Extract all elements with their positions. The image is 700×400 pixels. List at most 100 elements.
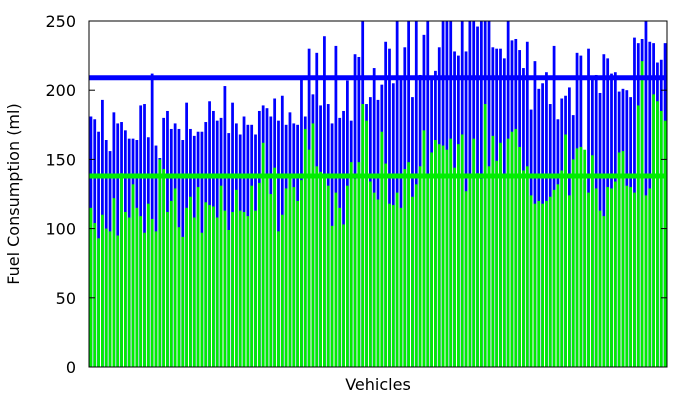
green-bar-64 bbox=[330, 225, 334, 367]
green-bar-22 bbox=[169, 200, 173, 367]
green-bar-56 bbox=[300, 180, 303, 367]
green-bar-150 bbox=[659, 110, 663, 368]
green-bar-13 bbox=[135, 207, 139, 367]
green-bar-10 bbox=[123, 211, 127, 367]
green-bar-26 bbox=[185, 207, 188, 367]
green-bar-39 bbox=[234, 189, 238, 367]
green-bar-60 bbox=[315, 166, 319, 367]
green-bar-27 bbox=[189, 196, 192, 367]
green-bar-108 bbox=[499, 142, 502, 367]
green-bar-15 bbox=[143, 232, 146, 367]
green-bar-52 bbox=[284, 188, 288, 367]
green-bar-146 bbox=[644, 195, 648, 367]
green-bar-103 bbox=[479, 178, 483, 367]
green-bar-1 bbox=[89, 207, 93, 367]
green-bar-62 bbox=[323, 176, 326, 367]
green-bar-137 bbox=[610, 188, 613, 367]
green-bar-55 bbox=[296, 200, 299, 367]
green-bar-11 bbox=[127, 217, 131, 367]
green-bar-121 bbox=[548, 196, 552, 367]
plot-frame bbox=[88, 20, 668, 368]
green-bar-112 bbox=[514, 128, 518, 367]
green-bar-117 bbox=[533, 203, 537, 367]
green-bar-30 bbox=[200, 232, 204, 367]
green-bar-88 bbox=[422, 130, 426, 367]
green-bar-9 bbox=[120, 173, 123, 367]
green-bar-106 bbox=[491, 135, 495, 367]
y-tick-label: 50 bbox=[56, 289, 76, 308]
green-bar-74 bbox=[368, 181, 372, 367]
green-bar-116 bbox=[529, 195, 533, 367]
green-bar-102 bbox=[476, 173, 479, 367]
green-bar-20 bbox=[162, 169, 166, 367]
y-tick-label: 0 bbox=[66, 358, 76, 377]
y-tick-label: 200 bbox=[45, 81, 76, 100]
green-bar-93 bbox=[441, 145, 445, 367]
mean-lines bbox=[89, 75, 667, 179]
green-bar-28 bbox=[192, 217, 196, 367]
green-bar-51 bbox=[280, 214, 284, 367]
green-bar-75 bbox=[372, 192, 376, 367]
green-bar-50 bbox=[277, 231, 280, 367]
green-bar-67 bbox=[342, 224, 345, 367]
green-bar-128 bbox=[575, 148, 579, 367]
green-bar-115 bbox=[525, 166, 529, 367]
green-bar-85 bbox=[411, 196, 414, 367]
green-bar-76 bbox=[376, 199, 380, 367]
green-bar-127 bbox=[571, 159, 575, 367]
green-bar-119 bbox=[541, 203, 544, 367]
blue-bar-146 bbox=[644, 21, 648, 367]
green-bar-72 bbox=[361, 104, 365, 367]
green-bar-14 bbox=[139, 216, 143, 367]
y-tick-label: 150 bbox=[45, 150, 76, 169]
green-bar-132 bbox=[590, 155, 594, 367]
green-bar-95 bbox=[449, 138, 453, 367]
green-bar-89 bbox=[426, 176, 430, 367]
green-bar-29 bbox=[196, 187, 200, 367]
green-bar-142 bbox=[629, 187, 633, 367]
green-bar-148 bbox=[652, 94, 655, 367]
green-bar-21 bbox=[166, 211, 169, 367]
green-bar-17 bbox=[150, 218, 154, 367]
green-bar-19 bbox=[158, 159, 162, 367]
green-bar-101 bbox=[472, 138, 476, 367]
green-bar-122 bbox=[552, 189, 556, 367]
green-bar-38 bbox=[231, 211, 234, 367]
green-bar-92 bbox=[437, 144, 441, 367]
green-bar-3 bbox=[97, 238, 100, 367]
green-bar-109 bbox=[502, 174, 506, 367]
green-bar-25 bbox=[181, 236, 185, 367]
green-bar-140 bbox=[621, 151, 625, 367]
green-bar-7 bbox=[112, 198, 116, 367]
green-bar-90 bbox=[430, 152, 433, 367]
green-bar-82 bbox=[399, 207, 403, 367]
green-bar-49 bbox=[273, 167, 277, 367]
green-bar-71 bbox=[357, 162, 361, 367]
green-bar-144 bbox=[636, 105, 640, 368]
green-bar-35 bbox=[219, 185, 223, 367]
green-bar-36 bbox=[223, 210, 227, 367]
green-bar-23 bbox=[173, 188, 177, 367]
green-bar-98 bbox=[460, 134, 464, 367]
green-bar-18 bbox=[154, 231, 158, 367]
green-bar-61 bbox=[319, 171, 322, 367]
green-bar-24 bbox=[177, 227, 181, 367]
green-bar-47 bbox=[265, 174, 269, 367]
green-bar-126 bbox=[568, 195, 571, 367]
series-green-bars bbox=[89, 61, 667, 368]
green-bar-83 bbox=[403, 169, 407, 367]
green-bar-4 bbox=[101, 214, 104, 367]
green-bar-80 bbox=[391, 205, 395, 367]
green-bar-41 bbox=[242, 211, 246, 367]
green-bar-2 bbox=[93, 223, 97, 367]
green-bar-32 bbox=[208, 205, 211, 367]
green-bar-37 bbox=[227, 229, 231, 367]
green-bar-124 bbox=[560, 170, 564, 367]
green-bar-86 bbox=[414, 184, 418, 367]
green-bar-111 bbox=[510, 131, 514, 367]
green-bar-12 bbox=[131, 184, 135, 367]
green-bar-151 bbox=[663, 120, 667, 368]
green-bar-6 bbox=[108, 231, 112, 367]
green-bar-78 bbox=[384, 163, 388, 367]
